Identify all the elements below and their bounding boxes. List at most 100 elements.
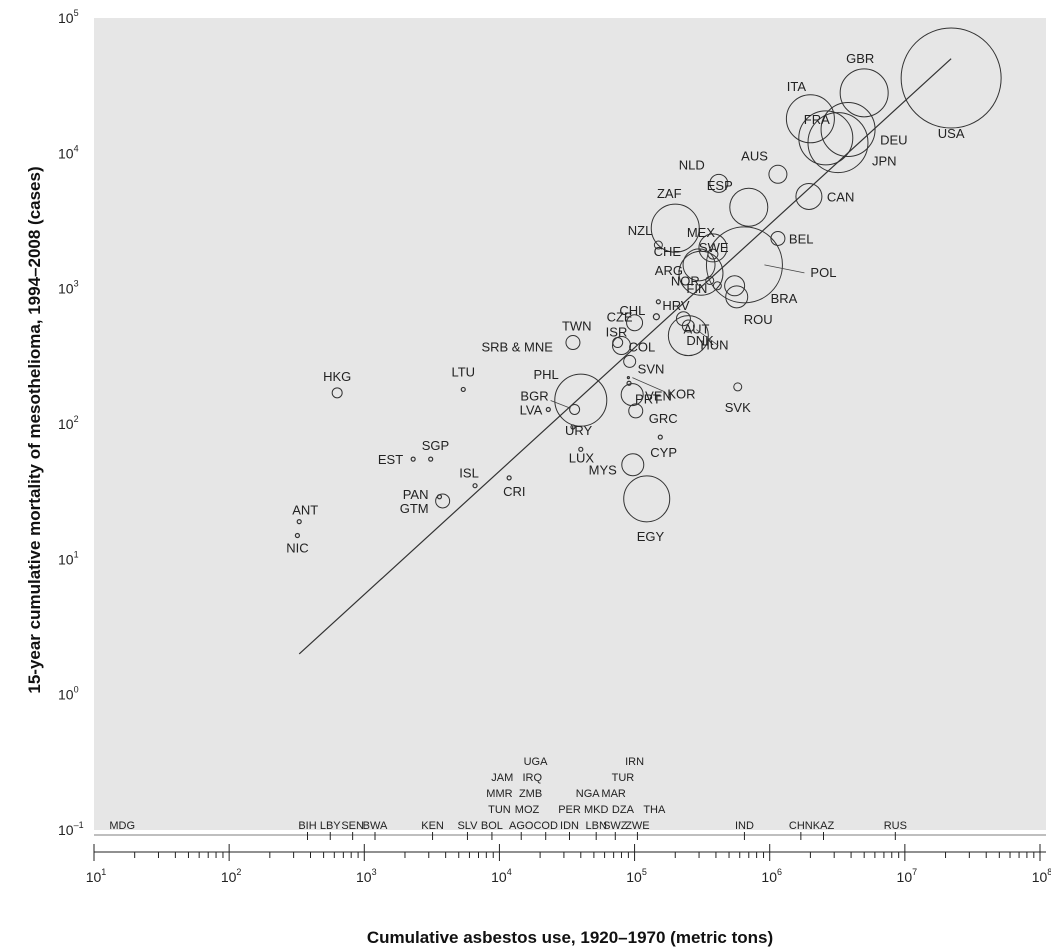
no-data-label: THA bbox=[643, 804, 666, 816]
x-tick-label: 102 bbox=[221, 867, 242, 885]
no-data-label: ZMB bbox=[519, 788, 542, 800]
y-tick-label: 101 bbox=[58, 549, 79, 567]
no-data-label: NGA bbox=[576, 788, 601, 800]
data-point bbox=[569, 403, 581, 415]
data-label: COL bbox=[628, 340, 655, 355]
data-label: FRA bbox=[804, 112, 830, 127]
no-data-label: LBY bbox=[320, 820, 341, 832]
no-data-label: MKD bbox=[584, 804, 609, 816]
no-data-label: MMR bbox=[486, 788, 512, 800]
data-point bbox=[653, 240, 663, 250]
data-label: JPN bbox=[872, 154, 897, 169]
y-axis-title: 15-year cumulative mortality of mesothel… bbox=[25, 166, 44, 693]
data-point bbox=[623, 354, 637, 368]
no-data-label: SWZ bbox=[603, 820, 628, 832]
data-point bbox=[611, 336, 631, 356]
data-label: ARG bbox=[655, 263, 683, 278]
data-point bbox=[545, 406, 551, 413]
y-tick-label: 100 bbox=[58, 685, 79, 703]
regression-line bbox=[298, 58, 952, 655]
data-label: ROU bbox=[744, 312, 773, 327]
y-tick-label: 105 bbox=[58, 8, 79, 26]
data-point bbox=[839, 68, 889, 118]
label-leader-line bbox=[550, 400, 569, 408]
no-data-label: IND bbox=[735, 820, 754, 832]
data-label: GRC bbox=[649, 411, 678, 426]
data-label: LVA bbox=[520, 402, 543, 417]
data-label: NOR bbox=[671, 273, 700, 288]
x-axis-title: Cumulative asbestos use, 1920–1970 (metr… bbox=[367, 928, 773, 947]
no-data-label: MOZ bbox=[515, 804, 540, 816]
data-label: MYS bbox=[589, 463, 618, 478]
data-label: BEL bbox=[789, 231, 814, 246]
data-point bbox=[900, 27, 1002, 129]
no-data-label: BWA bbox=[363, 820, 388, 832]
x-axis: 101 102 103 104 105 106 107 108 bbox=[86, 844, 1051, 885]
data-label: PRT bbox=[635, 391, 661, 406]
data-point bbox=[565, 335, 581, 351]
data-label: URY bbox=[565, 423, 593, 438]
data-label: HKG bbox=[323, 369, 351, 384]
data-label: SRB & MNE bbox=[481, 340, 553, 355]
no-data-label: JAM bbox=[491, 772, 513, 784]
data-label: USA bbox=[938, 126, 965, 141]
data-label: AUT bbox=[683, 322, 709, 337]
no-data-label: RUS bbox=[884, 820, 907, 832]
data-label: ZAF bbox=[657, 186, 682, 201]
data-label: CHE bbox=[654, 244, 682, 259]
no-data-label: IRQ bbox=[522, 772, 542, 784]
data-label: LUX bbox=[569, 450, 595, 465]
data-point bbox=[724, 275, 746, 297]
x-tick-label: 107 bbox=[897, 867, 918, 885]
label-leader-line bbox=[632, 377, 665, 393]
data-point bbox=[294, 532, 301, 539]
label-leader-line bbox=[696, 329, 719, 346]
no-data-label: DZA bbox=[612, 804, 635, 816]
data-label: NLD bbox=[679, 157, 705, 172]
data-point bbox=[652, 313, 660, 321]
data-point bbox=[768, 164, 788, 184]
data-point bbox=[620, 383, 644, 407]
data-point bbox=[807, 112, 869, 174]
data-point bbox=[331, 387, 343, 399]
data-point bbox=[667, 315, 709, 357]
data-point bbox=[712, 281, 722, 291]
data-label: SVN bbox=[638, 361, 665, 376]
x-tick-label: 108 bbox=[1032, 867, 1051, 885]
data-point bbox=[623, 475, 671, 523]
data-point bbox=[655, 299, 661, 305]
data-point bbox=[626, 376, 630, 380]
no-data-label: BIH bbox=[298, 820, 316, 832]
regression-line-group bbox=[298, 58, 952, 655]
no-data-label: SLV bbox=[457, 820, 478, 832]
data-point bbox=[729, 187, 769, 227]
data-label: MEX bbox=[687, 225, 716, 240]
no-data-label: LBN bbox=[585, 820, 606, 832]
data-point bbox=[472, 483, 478, 489]
no-data-label: COD bbox=[533, 820, 558, 832]
data-point bbox=[678, 250, 724, 296]
data-label: GTM bbox=[400, 501, 429, 516]
no-data-label: CHN bbox=[789, 820, 813, 832]
data-point bbox=[675, 311, 691, 327]
data-point bbox=[570, 424, 576, 430]
data-label: NZL bbox=[628, 223, 653, 238]
data-label: CRI bbox=[503, 484, 525, 499]
data-point bbox=[705, 275, 715, 285]
data-point bbox=[435, 493, 451, 509]
data-label: PHL bbox=[533, 367, 558, 382]
data-point bbox=[725, 285, 749, 309]
data-label: DNK bbox=[686, 333, 714, 348]
data-point bbox=[621, 453, 645, 477]
data-label: POL bbox=[810, 265, 836, 280]
data-label: CYP bbox=[650, 445, 677, 460]
data-point bbox=[628, 403, 644, 419]
data-point bbox=[698, 233, 728, 263]
data-label: CZE bbox=[607, 310, 633, 325]
data-point bbox=[682, 248, 716, 282]
data-point bbox=[650, 203, 700, 253]
no-data-label: MDG bbox=[109, 820, 135, 832]
data-point bbox=[798, 110, 854, 166]
